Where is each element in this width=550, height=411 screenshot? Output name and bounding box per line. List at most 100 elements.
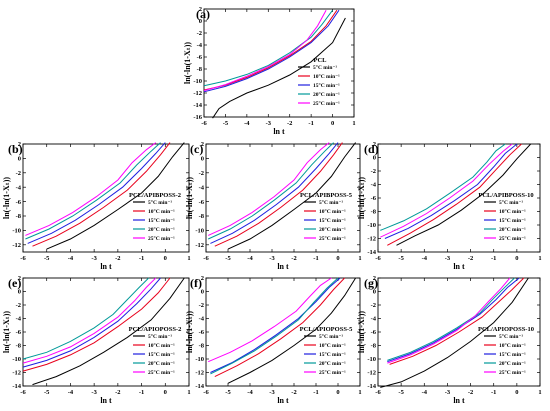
series-line-3 — [210, 277, 341, 373]
legend-label: 15°C min⁻¹ — [148, 351, 175, 358]
legend-label: 20°C min⁻¹ — [499, 360, 526, 367]
y-tick-label: -14 — [193, 102, 202, 109]
x-tick-label: -6 — [203, 389, 209, 396]
series-line-4 — [25, 142, 161, 240]
series-line-1 — [32, 277, 185, 386]
y-tick-label: 2 — [199, 6, 202, 13]
x-tick-label: 0 — [164, 255, 167, 262]
series-line-2 — [22, 277, 171, 372]
series-line-5 — [203, 9, 327, 92]
y-tick-label: -10 — [12, 228, 21, 235]
series-line-1 — [227, 277, 357, 384]
x-tick-label: -2 — [468, 389, 473, 396]
legend-label: 15°C min⁻¹ — [499, 217, 526, 224]
y-tick-label: -6 — [371, 329, 377, 336]
series-title: PCL/APIBPOSS-5 — [300, 192, 353, 199]
y-tick-label: 0 — [199, 18, 202, 25]
x-tick-label: -5 — [398, 389, 404, 396]
y-tick-label: -4 — [199, 184, 205, 191]
legend-label: 10°C min⁻¹ — [148, 342, 175, 349]
series-line-2 — [32, 142, 171, 247]
y-tick-label: 2 — [201, 141, 204, 148]
x-tick-label: -4 — [422, 255, 428, 262]
x-axis-label: ln t — [277, 396, 289, 405]
y-tick-label: -6 — [199, 199, 205, 206]
x-axis-label: ln t — [273, 127, 285, 136]
x-tick-label: 1 — [358, 255, 361, 262]
y-tick-label: -10 — [367, 356, 376, 363]
series-line-1 — [212, 17, 346, 119]
series-line-5 — [207, 142, 330, 236]
y-tick-label: -10 — [195, 228, 204, 235]
x-tick-label: 0 — [515, 255, 518, 262]
x-tick-label: -1 — [139, 255, 144, 262]
series-title: PCL — [314, 57, 328, 64]
series-line-4 — [210, 277, 339, 375]
y-tick-label: -12 — [195, 370, 204, 377]
y-tick-label: -2 — [197, 30, 202, 37]
series-line-3 — [210, 142, 339, 244]
y-tick-label: -6 — [16, 199, 22, 206]
x-tick-label: -3 — [445, 389, 451, 396]
x-tick-label: -5 — [225, 255, 231, 262]
y-tick-label: -12 — [193, 90, 202, 97]
panel-label: (c) — [190, 142, 203, 156]
x-tick-label: 0 — [336, 389, 339, 396]
x-tick-label: -1 — [313, 255, 318, 262]
x-tick-label: 0 — [336, 255, 339, 262]
legend-label: 10°C min⁻¹ — [499, 342, 526, 349]
series-line-3 — [203, 9, 340, 93]
y-tick-label: -2 — [16, 302, 21, 309]
y-tick-label: 2 — [18, 275, 21, 282]
x-tick-label: 1 — [187, 255, 190, 262]
y-axis-label: ln(-ln(1-Xₜ)) — [357, 311, 366, 353]
series-title: PCL/APIOPOSS-5 — [300, 326, 353, 333]
x-tick-label: 0 — [515, 389, 518, 396]
y-tick-label: 2 — [373, 275, 376, 282]
y-axis-label: ln(-ln(1-Xₜ)) — [183, 42, 192, 84]
x-tick-label: -5 — [225, 389, 231, 396]
x-tick-label: -2 — [115, 255, 120, 262]
y-tick-label: -12 — [195, 242, 204, 249]
x-tick-label: -5 — [398, 255, 404, 262]
x-tick-label: -4 — [244, 120, 250, 127]
series-line-5 — [25, 142, 157, 236]
y-tick-label: -10 — [193, 78, 202, 85]
x-tick-label: -2 — [468, 255, 473, 262]
legend-label: 25°C min⁻¹ — [148, 235, 175, 242]
y-tick-label: -2 — [16, 170, 21, 177]
y-tick-label: -12 — [367, 236, 376, 243]
x-tick-label: -2 — [291, 255, 296, 262]
x-tick-label: -4 — [247, 389, 253, 396]
y-tick-label: 0 — [373, 289, 376, 296]
x-tick-label: -4 — [247, 255, 253, 262]
x-tick-label: -6 — [201, 120, 207, 127]
y-axis-label: ln(-ln(1-Xₜ)) — [2, 311, 11, 353]
series-line-1 — [380, 277, 529, 388]
legend-label: 20°C min⁻¹ — [319, 226, 346, 233]
y-tick-label: -2 — [199, 302, 204, 309]
panel-label: (g) — [364, 276, 378, 290]
y-tick-label: -10 — [367, 222, 376, 229]
x-tick-label: 0 — [164, 389, 167, 396]
y-tick-label: -2 — [199, 170, 204, 177]
legend-label: 5°C min⁻¹ — [319, 199, 343, 206]
series-title: PCL/APIBPOSS-2 — [129, 192, 181, 199]
panel-label: (f) — [190, 276, 202, 290]
x-tick-label: -6 — [375, 255, 381, 262]
series-line-5 — [387, 277, 511, 364]
plot-frame — [205, 143, 361, 253]
x-tick-label: 1 — [358, 389, 361, 396]
series-line-3 — [27, 142, 166, 244]
x-axis-label: ln t — [277, 262, 289, 271]
y-tick-label: 0 — [18, 289, 21, 296]
legend-label: 5°C min⁻¹ — [499, 333, 523, 340]
series-line-2 — [203, 9, 338, 91]
y-tick-label: 0 — [373, 155, 376, 162]
x-tick-label: -2 — [115, 389, 120, 396]
y-tick-label: -8 — [371, 343, 377, 350]
y-tick-label: -4 — [371, 316, 377, 323]
